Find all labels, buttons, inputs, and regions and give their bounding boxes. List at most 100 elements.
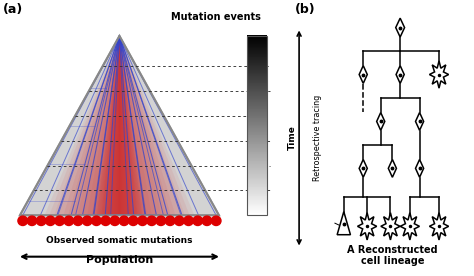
Bar	[247, 53, 267, 55]
Bar	[247, 73, 267, 75]
Bar	[247, 83, 267, 84]
Bar	[247, 139, 267, 141]
Bar	[247, 147, 267, 149]
Bar	[247, 55, 267, 57]
Bar	[247, 100, 267, 101]
Circle shape	[147, 216, 156, 225]
Circle shape	[128, 216, 138, 225]
Bar	[247, 44, 267, 46]
Bar	[247, 61, 267, 63]
Polygon shape	[116, 36, 123, 215]
Bar	[247, 201, 267, 203]
Text: Population: Population	[86, 255, 153, 265]
Bar	[247, 192, 267, 194]
Circle shape	[184, 216, 193, 225]
Bar	[247, 129, 267, 130]
Bar	[247, 68, 267, 69]
Polygon shape	[110, 36, 128, 215]
Bar	[247, 114, 267, 116]
Bar	[247, 39, 267, 40]
Bar	[247, 60, 267, 62]
Polygon shape	[78, 36, 161, 215]
Bar	[247, 194, 267, 195]
Bar	[247, 112, 267, 113]
Polygon shape	[64, 36, 175, 215]
Bar	[247, 68, 267, 70]
Bar	[247, 154, 267, 155]
Bar	[247, 59, 267, 60]
Bar	[247, 209, 267, 211]
Bar	[247, 52, 267, 54]
Bar	[247, 197, 267, 198]
Bar	[247, 193, 267, 195]
Bar	[247, 140, 267, 142]
Polygon shape	[107, 36, 132, 215]
Circle shape	[110, 216, 119, 225]
Bar	[247, 135, 267, 136]
Circle shape	[55, 216, 64, 225]
Bar	[247, 93, 267, 94]
Bar	[247, 76, 267, 78]
Bar	[247, 85, 267, 86]
Bar	[247, 67, 267, 68]
Bar	[247, 97, 267, 99]
Circle shape	[137, 216, 147, 225]
Bar	[247, 80, 267, 82]
Bar	[247, 163, 267, 164]
Polygon shape	[118, 36, 121, 215]
Polygon shape	[111, 36, 128, 215]
Bar	[247, 62, 267, 64]
Bar	[247, 52, 267, 53]
Bar	[247, 81, 267, 83]
Bar	[247, 182, 267, 183]
Bar	[247, 172, 267, 173]
Bar	[247, 115, 267, 116]
Bar	[247, 211, 267, 213]
Bar	[247, 37, 267, 39]
Bar	[247, 143, 267, 144]
Polygon shape	[105, 36, 134, 215]
Polygon shape	[117, 36, 122, 215]
Bar	[247, 175, 267, 177]
Bar	[247, 178, 267, 179]
Bar	[247, 128, 267, 129]
Bar	[247, 54, 267, 56]
Polygon shape	[112, 36, 127, 215]
Bar	[247, 90, 267, 92]
Circle shape	[64, 216, 73, 225]
Polygon shape	[103, 36, 136, 215]
Bar	[247, 182, 267, 184]
Circle shape	[91, 216, 101, 225]
Circle shape	[119, 216, 129, 225]
Bar	[247, 127, 267, 128]
Bar	[247, 65, 267, 67]
Bar	[247, 96, 267, 98]
Bar	[247, 170, 267, 171]
Bar	[247, 104, 267, 105]
Bar	[247, 47, 267, 49]
Polygon shape	[96, 36, 143, 215]
Polygon shape	[68, 36, 171, 215]
Bar	[247, 147, 267, 148]
Bar	[247, 156, 267, 157]
Circle shape	[73, 216, 83, 225]
Polygon shape	[54, 36, 185, 215]
Bar	[247, 117, 267, 118]
Bar	[247, 69, 267, 71]
Polygon shape	[416, 160, 424, 177]
Polygon shape	[99, 36, 140, 215]
Circle shape	[101, 216, 110, 225]
Bar	[247, 198, 267, 199]
Circle shape	[18, 216, 27, 225]
Bar	[247, 98, 267, 100]
Bar	[247, 66, 267, 67]
Bar	[247, 196, 267, 197]
Bar	[247, 46, 267, 47]
Bar	[247, 171, 267, 172]
Bar	[247, 164, 267, 166]
Bar	[247, 133, 267, 134]
Bar	[247, 86, 267, 87]
Bar	[247, 35, 267, 37]
Bar	[247, 121, 267, 123]
Bar	[247, 71, 267, 73]
